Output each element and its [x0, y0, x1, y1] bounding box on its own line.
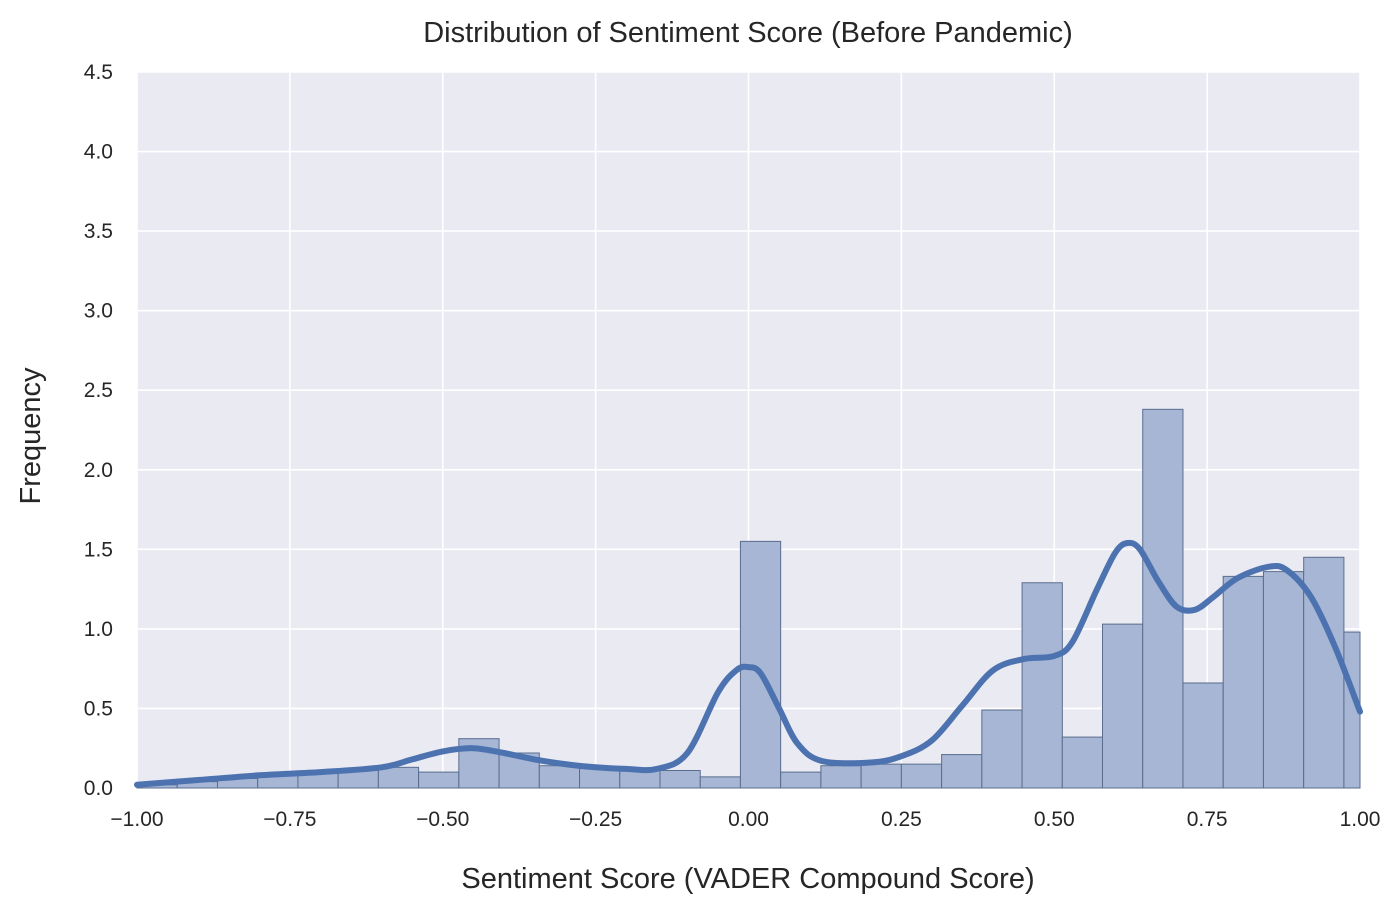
histogram-bar	[1061, 736, 1103, 789]
histogram-bar	[981, 709, 1023, 789]
histogram-bar	[1021, 582, 1063, 789]
histogram-bar	[1182, 682, 1224, 789]
x-tick-label: 1.00	[1340, 808, 1381, 831]
histogram-bar	[699, 776, 741, 789]
histogram-bar	[780, 771, 822, 789]
x-tick-label: −0.75	[263, 808, 316, 831]
histogram-bar	[860, 763, 902, 789]
histogram-bar	[1262, 571, 1305, 789]
histogram-bar	[820, 765, 862, 789]
kde-curve	[134, 539, 1363, 788]
x-tick-label: 0.25	[881, 808, 922, 831]
y-tick-label: 0.5	[84, 697, 113, 720]
y-tick-label: 2.5	[84, 379, 113, 402]
x-axis-ticks: −1.00 −0.75 −0.50 −0.25 0.00 0.25 0.50 0.75 1.00	[110, 808, 1380, 831]
chart-title: Distribution of Sentiment Score (Before …	[423, 17, 1073, 49]
y-tick-label: 2.0	[84, 459, 113, 482]
y-axis-ticks: 0.0 0.5 1.0 1.5 2.0 2.5 3.0 3.5 4.0 4.5	[84, 61, 113, 800]
histogram-bar	[1142, 408, 1184, 789]
histogram-bar	[941, 754, 983, 789]
histogram-bar	[900, 763, 943, 789]
x-axis-label: Sentiment Score (VADER Compound Score)	[461, 863, 1034, 895]
histogram-bar	[538, 765, 581, 789]
y-tick-label: 1.5	[84, 538, 113, 561]
histogram-bar	[418, 771, 460, 789]
histogram-bar	[1222, 575, 1264, 789]
x-tick-label: −0.25	[569, 808, 622, 831]
y-tick-label: 0.0	[84, 777, 113, 800]
y-tick-label: 4.5	[84, 61, 113, 84]
y-tick-label: 3.0	[84, 300, 113, 323]
x-tick-label: 0.00	[728, 808, 769, 831]
x-tick-label: 0.75	[1187, 808, 1228, 831]
y-tick-label: 4.0	[84, 141, 113, 164]
x-tick-label: 0.50	[1034, 808, 1075, 831]
y-tick-label: 1.0	[84, 618, 113, 641]
histogram-bar	[659, 769, 701, 789]
x-tick-label: −1.00	[110, 808, 163, 831]
y-tick-label: 3.5	[84, 220, 113, 243]
kde-curve-group	[134, 539, 1363, 788]
histogram-bar	[377, 766, 420, 789]
y-axis-label: Frequency	[15, 367, 47, 505]
x-tick-label: −0.50	[416, 808, 469, 831]
histogram-bar	[1101, 623, 1144, 789]
